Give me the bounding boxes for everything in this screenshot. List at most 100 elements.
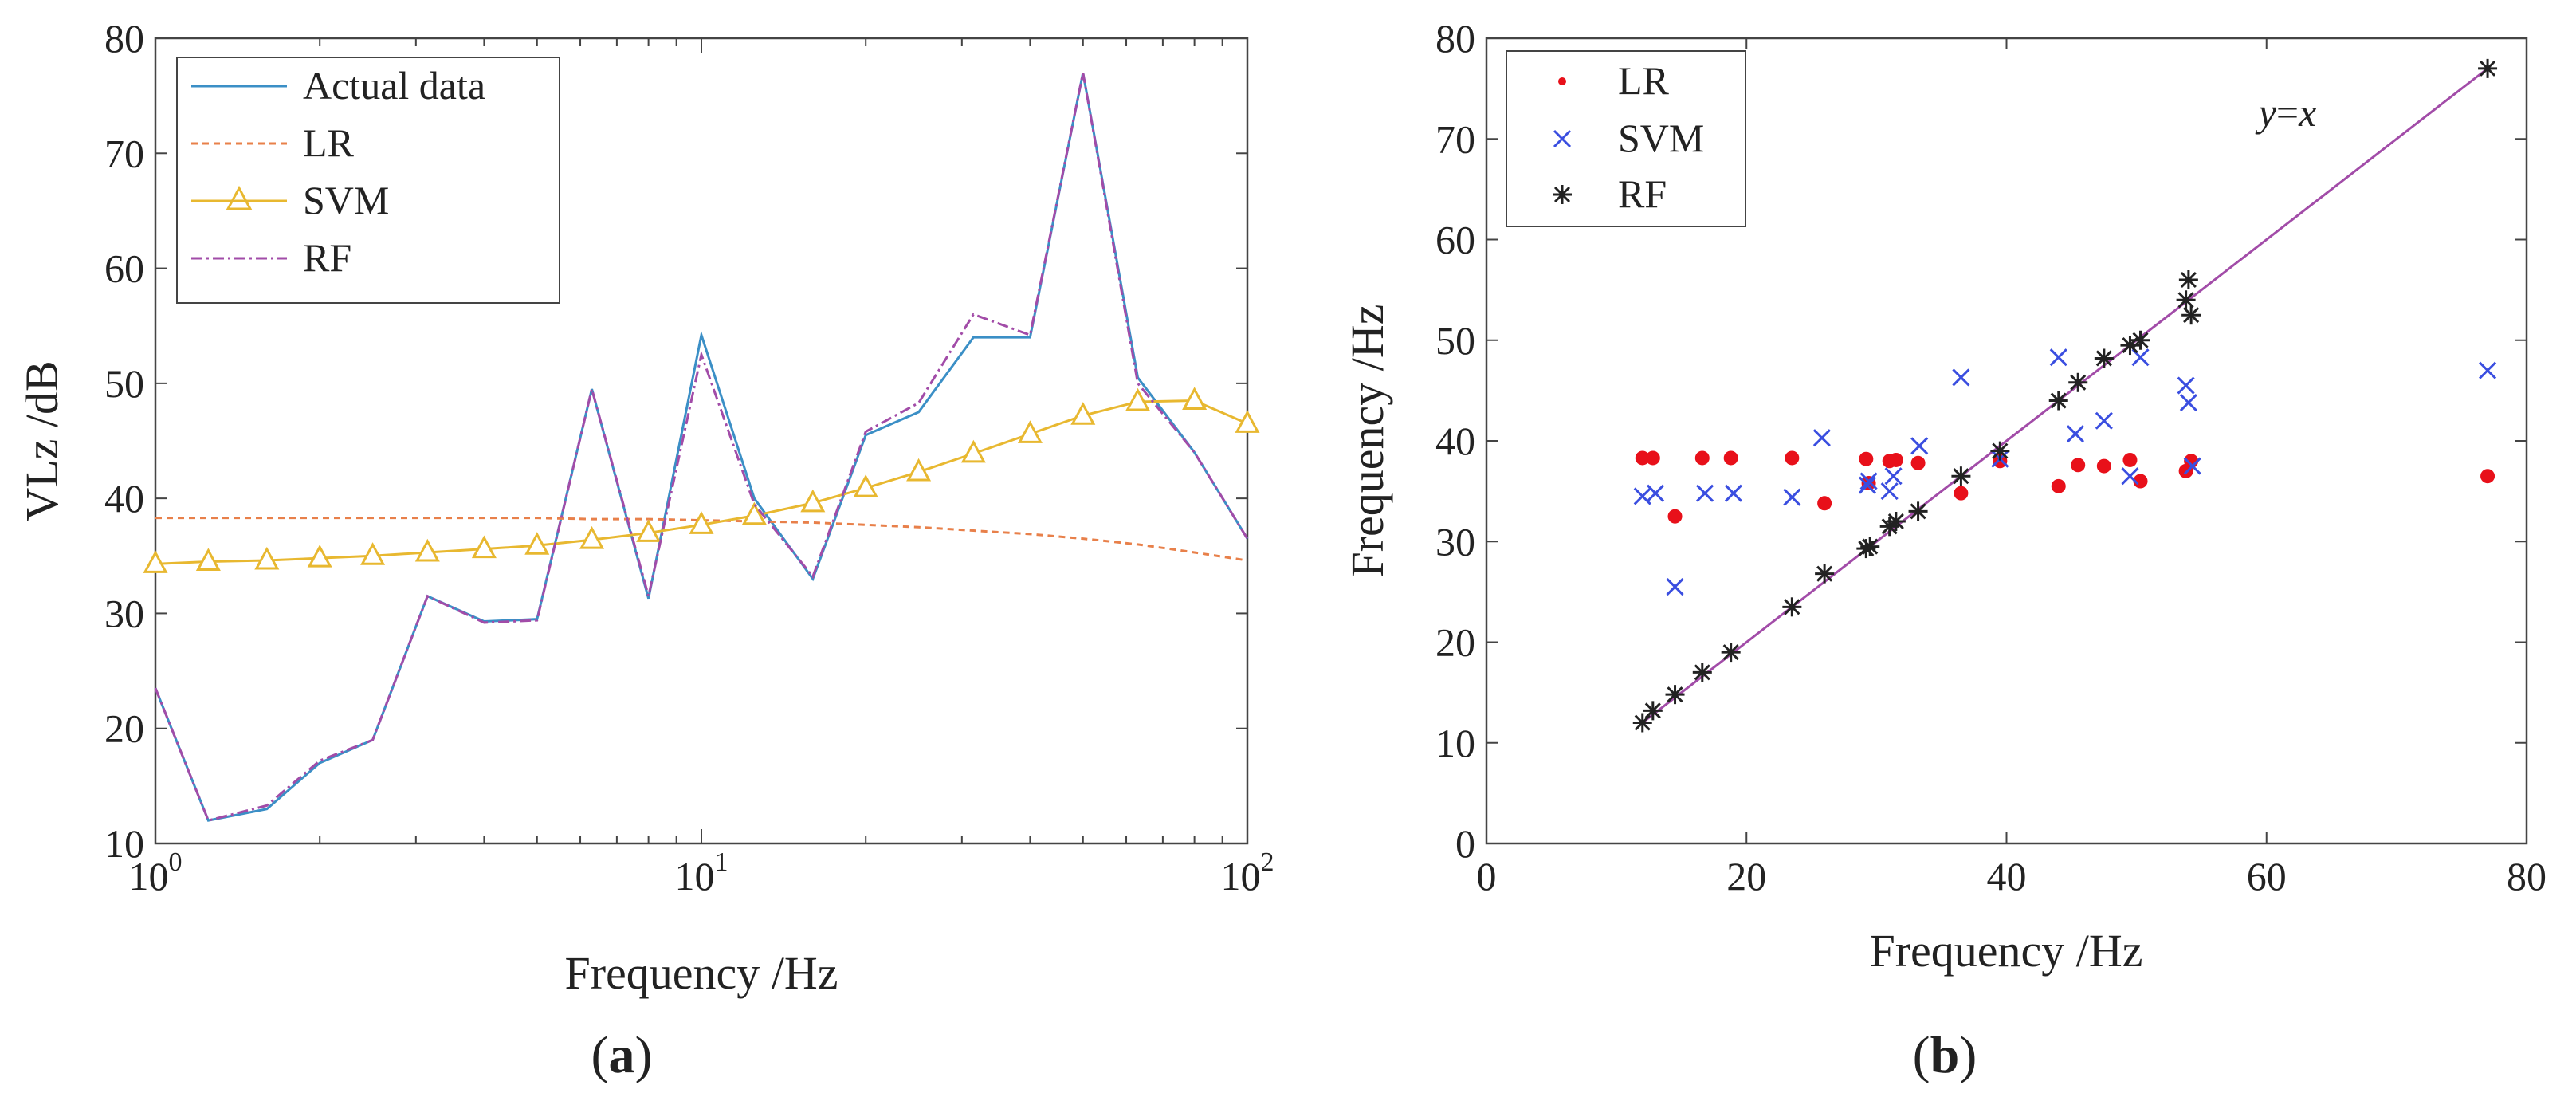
chart-b: 0 10 20 30 40 50 60 70 80 0 20 40 60 80 y=x Frequenc… — [1341, 16, 2547, 1084]
lr-point — [1910, 455, 1926, 470]
chart-a-legend: Actual data LR SVM RF — [176, 57, 560, 304]
svm-point — [1783, 488, 1801, 506]
lr-point — [2133, 474, 2148, 489]
svm-point — [1724, 484, 1742, 502]
rf-point — [2181, 305, 2201, 325]
rf-point — [2048, 391, 2068, 411]
svm-point — [2066, 425, 2085, 443]
legend-rf-label: RF — [303, 235, 351, 280]
chart-a-y-tick-label: 80 — [104, 16, 144, 61]
chart-b-y-tick-label: 50 — [1435, 318, 1475, 363]
svm-point — [1858, 476, 1877, 494]
svm-point — [2121, 467, 2139, 486]
chart-b-panel-label: (b) — [1913, 1026, 1977, 1084]
rf-point — [1815, 564, 1835, 584]
rf-point — [1782, 597, 1802, 617]
chart-a-series-rf — [154, 72, 1249, 822]
chart-b-y-axis-label: Frequency /Hz — [1341, 304, 1393, 577]
chart-a-svm-marker — [853, 474, 878, 497]
svm-point — [2049, 348, 2067, 367]
legend-b-svm-marker — [1553, 129, 1572, 148]
chart-b-x-tick-label: 40 — [1987, 854, 2027, 898]
svm-point — [1666, 578, 1684, 596]
chart-a-x-tick-label: 100 — [129, 847, 183, 898]
chart-a-svm-marker — [960, 439, 986, 463]
chart-a-svm-marker — [800, 489, 826, 513]
lr-point — [1993, 454, 2008, 469]
chart-a-y-tick-label: 60 — [104, 246, 144, 291]
svm-point — [2179, 393, 2197, 412]
chart-b-x-tick-labels: 0 20 40 60 80 — [1477, 854, 2547, 898]
svm-point — [2479, 361, 2497, 379]
chart-a-y-tick-label: 20 — [104, 706, 144, 751]
chart-a-svm-marker — [579, 525, 605, 549]
chart-b-y-tick-label: 60 — [1435, 218, 1475, 262]
lr-point — [1859, 451, 1874, 466]
chart-a-series — [143, 72, 1260, 822]
chart-b-legend-box — [1506, 50, 1746, 227]
svm-point — [2095, 411, 2113, 430]
lr-point — [1667, 509, 1683, 524]
chart-a-x-axis-label: Frequency /Hz — [564, 947, 838, 999]
rf-point — [1721, 643, 1741, 663]
legend-b-lr-label: LR — [1618, 58, 1670, 103]
rf-point — [2094, 348, 2114, 368]
rf-point — [2130, 330, 2150, 350]
chart-a-y-tick-label: 40 — [104, 476, 144, 521]
chart-b-y-tick-label: 30 — [1435, 519, 1475, 564]
chart-a-svm-marker — [471, 535, 497, 559]
chart-a-svm-marker — [636, 519, 662, 542]
chart-a-svm-marker — [195, 548, 221, 571]
lr-point — [2071, 458, 2086, 473]
chart-a-y-tick-label: 50 — [104, 361, 144, 406]
rf-point — [1908, 501, 1928, 521]
rf-point — [1860, 537, 1880, 556]
svm-point — [2177, 376, 2195, 395]
svm-point — [1910, 437, 1929, 455]
chart-a-legend-box — [176, 57, 560, 304]
chart-a-panel-label: (a) — [591, 1026, 653, 1084]
chart-a-svm-marker — [360, 542, 386, 565]
lr-point — [1723, 450, 1738, 466]
chart-a: 10 20 30 40 50 60 70 80 100 101 102 Frequency /… — [16, 16, 1274, 1084]
svm-point — [2183, 457, 2201, 475]
svm-point — [1633, 487, 1651, 505]
legend-lr-label: LR — [303, 120, 355, 165]
legend-actual-data-label: Actual data — [303, 63, 485, 108]
svm-point — [1647, 484, 1665, 502]
chart-b-ticks — [1486, 37, 2527, 844]
chart-b-y-tick-label: 20 — [1435, 620, 1475, 665]
chart-b-y-tick-label: 0 — [1455, 821, 1475, 866]
chart-b-x-tick-label: 0 — [1477, 854, 1497, 898]
chart-b-x-axis-label: Frequency /Hz — [1869, 925, 2142, 977]
svm-point — [1952, 368, 1970, 387]
lr-point — [1954, 486, 1969, 501]
chart-b-x-tick-label: 60 — [2247, 854, 2287, 898]
chart-a-svm-marker — [1070, 402, 1096, 425]
chart-b-y-tick-label: 80 — [1435, 16, 1475, 61]
chart-a-svm-marker — [906, 458, 932, 482]
chart-a-svm-marker — [414, 538, 440, 562]
lr-point — [2480, 469, 2496, 484]
lr-point — [1785, 450, 1800, 466]
rf-point — [2178, 270, 2198, 289]
chart-a-svm-marker — [1235, 410, 1260, 433]
chart-a-y-tick-label: 70 — [104, 131, 144, 175]
chart-b-legend: LR SVM RF — [1506, 50, 1746, 227]
chart-b-y-tick-label: 70 — [1435, 116, 1475, 161]
lr-point — [2122, 452, 2138, 467]
chart-b-y-tick-label: 10 — [1435, 721, 1475, 765]
rf-point — [2176, 290, 2196, 310]
svm-point — [1859, 472, 1878, 490]
chart-b-y-tick-label: 40 — [1435, 419, 1475, 463]
legend-b-rf-label: RF — [1618, 171, 1667, 216]
chart-b-y-tick-labels: 0 10 20 30 40 50 60 70 80 — [1435, 16, 1475, 866]
chart-a-svm-marker — [1017, 420, 1043, 443]
rf-point — [1990, 441, 2010, 461]
legend-svm-label: SVM — [303, 178, 389, 222]
legend-b-lr-marker — [1558, 77, 1566, 85]
rf-point — [1951, 466, 1971, 486]
chart-a-y-axis-label: VLz /dB — [16, 360, 68, 521]
lr-point — [1645, 450, 1660, 466]
lr-point — [2096, 458, 2111, 474]
